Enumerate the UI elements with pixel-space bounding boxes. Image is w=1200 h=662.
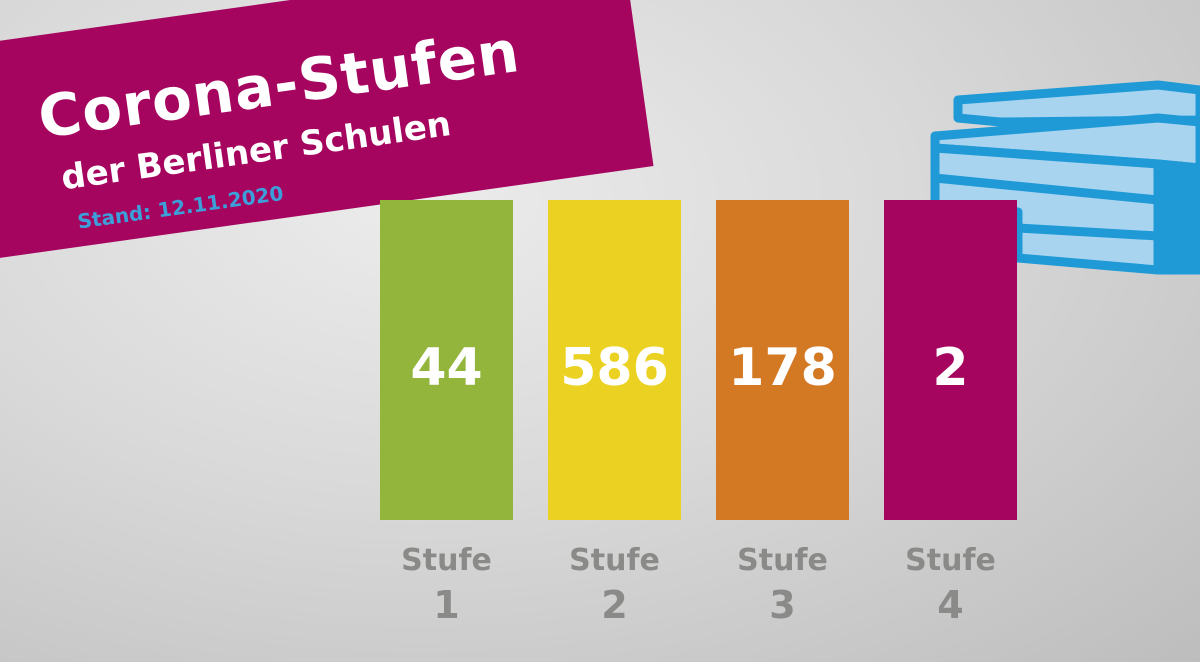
building-floor-line [1017,223,1159,241]
category-label-number: 4 [937,583,963,627]
bar-4 [884,200,1017,520]
bar-value-label: 2 [932,338,968,398]
bar-1 [380,200,513,520]
bar-3 [716,200,849,520]
category-label-number: 2 [601,583,627,627]
building-roof-top [953,80,1200,127]
bar-value-label: 44 [410,338,482,398]
category-label-word: Stufe [905,543,996,578]
category-label-word: Stufe [569,543,660,578]
category-label-word: Stufe [737,543,828,578]
bar-value-label: 178 [728,338,837,398]
category-label-number: 3 [769,583,795,627]
bar-value-label: 586 [560,338,669,398]
category-label-number: 1 [433,583,459,627]
building-floor-line [934,173,1159,205]
bar-2 [548,200,681,520]
category-label-word: Stufe [401,543,492,578]
